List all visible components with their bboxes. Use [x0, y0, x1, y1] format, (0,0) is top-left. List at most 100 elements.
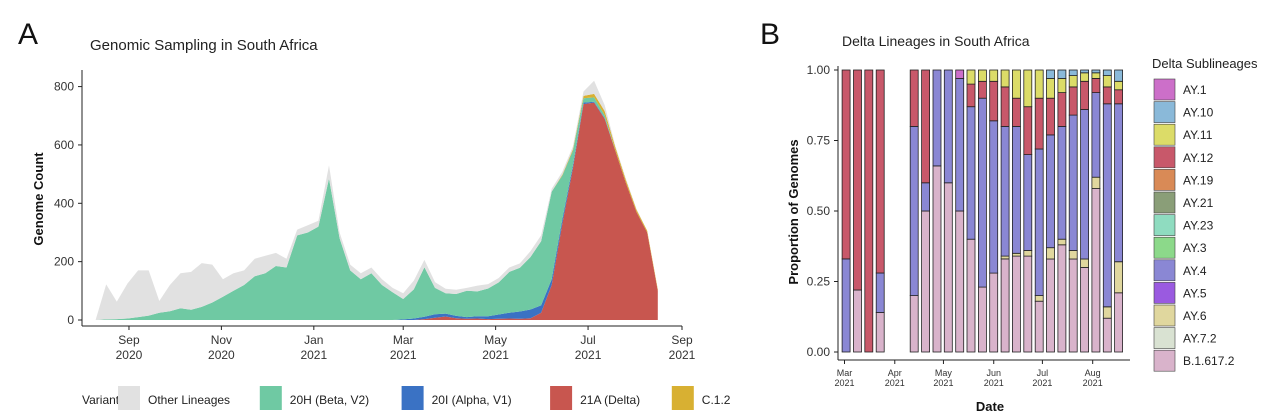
bar-segment — [1080, 80, 1089, 110]
chart-b-x-axis-label: Date — [976, 399, 1004, 414]
chart-b-legend-label: AY.12 — [1183, 151, 1214, 165]
bar-segment — [966, 238, 976, 353]
bar-segment — [1023, 154, 1033, 251]
bar-segment — [1000, 69, 1010, 88]
chart-b-legend-swatch — [1153, 214, 1176, 236]
bar-segment — [875, 69, 885, 274]
chart-b-x-tick-month: Jul — [1037, 368, 1049, 378]
bar-segment — [1068, 114, 1078, 251]
bar-segment — [943, 69, 953, 184]
chart-b-legend-swatch — [1153, 304, 1176, 327]
bar-segment — [1102, 306, 1112, 319]
chart-a-x-tick-month: Sep — [671, 333, 693, 347]
chart-b-legend-swatch — [1153, 146, 1176, 169]
chart-b-legend-label: AY.3 — [1183, 241, 1207, 255]
chart-a-legend-title: Variants — [82, 393, 125, 407]
chart-b: Delta Lineages in South Africa Proportio… — [786, 33, 1258, 414]
bar-segment — [1000, 86, 1010, 127]
chart-b-x-tick-month: Apr — [888, 368, 902, 378]
bar-segment — [1057, 238, 1067, 246]
chart-b-y-axis-label: Proportion of Genomes — [786, 139, 801, 284]
bar-segment — [1091, 72, 1101, 79]
chart-b-legend-label: AY.6 — [1183, 309, 1207, 323]
chart-a-x-tick-month: Jul — [580, 333, 595, 347]
chart-a-legend-label: 20H (Beta, V2) — [290, 393, 369, 407]
bar-segment — [966, 83, 976, 108]
chart-b-y-tick-label: 0.75 — [807, 134, 831, 148]
chart-b-legend-label: AY.23 — [1183, 219, 1214, 233]
chart-a-x-tick-month: Nov — [211, 333, 232, 347]
bar-segment — [1057, 244, 1067, 353]
chart-b-legend-label: AY.11 — [1183, 128, 1213, 142]
bar-segment — [978, 80, 987, 99]
chart-a-legend-label: C.1.2 — [702, 393, 731, 407]
chart-b-x-tick-year: 2021 — [933, 378, 953, 388]
chart-a-y-tick-label: 600 — [54, 138, 74, 152]
bar-segment — [955, 69, 965, 79]
bar-segment — [921, 69, 930, 184]
chart-a-x-tick-year: 2021 — [482, 348, 509, 362]
bar-segment — [1012, 252, 1021, 257]
chart-b-legend-label: AY.21 — [1183, 196, 1214, 210]
bar-segment — [1012, 97, 1021, 127]
chart-b-y-tick-label: 0.50 — [807, 204, 831, 218]
chart-a-x-tick-month: Mar — [393, 333, 414, 347]
chart-b-x-tick-month: May — [935, 368, 953, 378]
bar-segment — [1046, 258, 1055, 353]
bar-segment — [1000, 258, 1010, 353]
bar-segment — [1034, 97, 1044, 150]
chart-b-axes: 0.000.250.500.751.00Mar2021Apr2021May202… — [807, 63, 1130, 388]
chart-b-legend-swatch — [1153, 327, 1176, 349]
chart-b-y-tick-label: 0.25 — [807, 275, 831, 289]
bar-segment — [1091, 78, 1101, 94]
bar-segment — [1114, 69, 1123, 82]
bar-segment — [989, 120, 999, 274]
chart-b-legend-swatch — [1153, 236, 1176, 259]
chart-b-legend-label: AY.1 — [1183, 83, 1207, 97]
bar-segment — [978, 286, 987, 353]
bar-segment — [1114, 103, 1123, 263]
chart-b-legend-label: B.1.617.2 — [1183, 354, 1235, 368]
bar-segment — [1000, 255, 1010, 260]
chart-b-legend-swatch — [1153, 78, 1176, 101]
bar-segment — [1068, 69, 1078, 76]
bar-segment — [1046, 97, 1055, 136]
chart-a-x-tick-month: Sep — [118, 333, 140, 347]
bar-segment — [1046, 134, 1055, 249]
chart-a-legend-swatch — [118, 386, 140, 410]
chart-a-x-tick-month: May — [484, 333, 507, 347]
chart-a-legend-label: 20I (Alpha, V1) — [432, 393, 512, 407]
chart-a-title: Genomic Sampling in South Africa — [90, 37, 318, 54]
chart-a-x-tick-year: 2021 — [669, 348, 696, 362]
bar-segment — [978, 97, 987, 288]
bar-segment — [1091, 176, 1101, 189]
bar-segment — [841, 69, 851, 260]
bar-segment — [1114, 80, 1123, 91]
bar-segment — [1046, 247, 1055, 260]
chart-a-legend-label: Other Lineages — [148, 393, 230, 407]
chart-a-x-tick-year: 2020 — [208, 348, 235, 362]
bar-segment — [853, 69, 862, 291]
bar-segment — [1114, 89, 1123, 105]
bar-segment — [921, 182, 930, 212]
chart-b-bars — [841, 69, 1123, 353]
bar-segment — [1068, 250, 1078, 260]
bar-segment — [1068, 258, 1078, 353]
bar-segment — [1114, 261, 1123, 294]
bar-segment — [1046, 78, 1055, 99]
bar-segment — [932, 165, 942, 353]
bar-segment — [989, 69, 999, 82]
chart-a-x-tick-year: 2021 — [575, 348, 602, 362]
chart-b-y-tick-label: 0.00 — [807, 345, 831, 359]
bar-segment — [875, 312, 885, 353]
chart-a: Genomic Sampling in South Africa Genome … — [31, 37, 731, 410]
bar-segment — [1102, 317, 1112, 353]
bar-segment — [1080, 266, 1089, 353]
bar-segment — [864, 69, 874, 353]
bar-segment — [1023, 69, 1033, 108]
chart-b-legend-swatch — [1153, 349, 1176, 372]
bar-segment — [989, 80, 999, 122]
chart-b-legend-title: Delta Sublineages — [1152, 56, 1258, 71]
bar-segment — [1057, 126, 1067, 240]
